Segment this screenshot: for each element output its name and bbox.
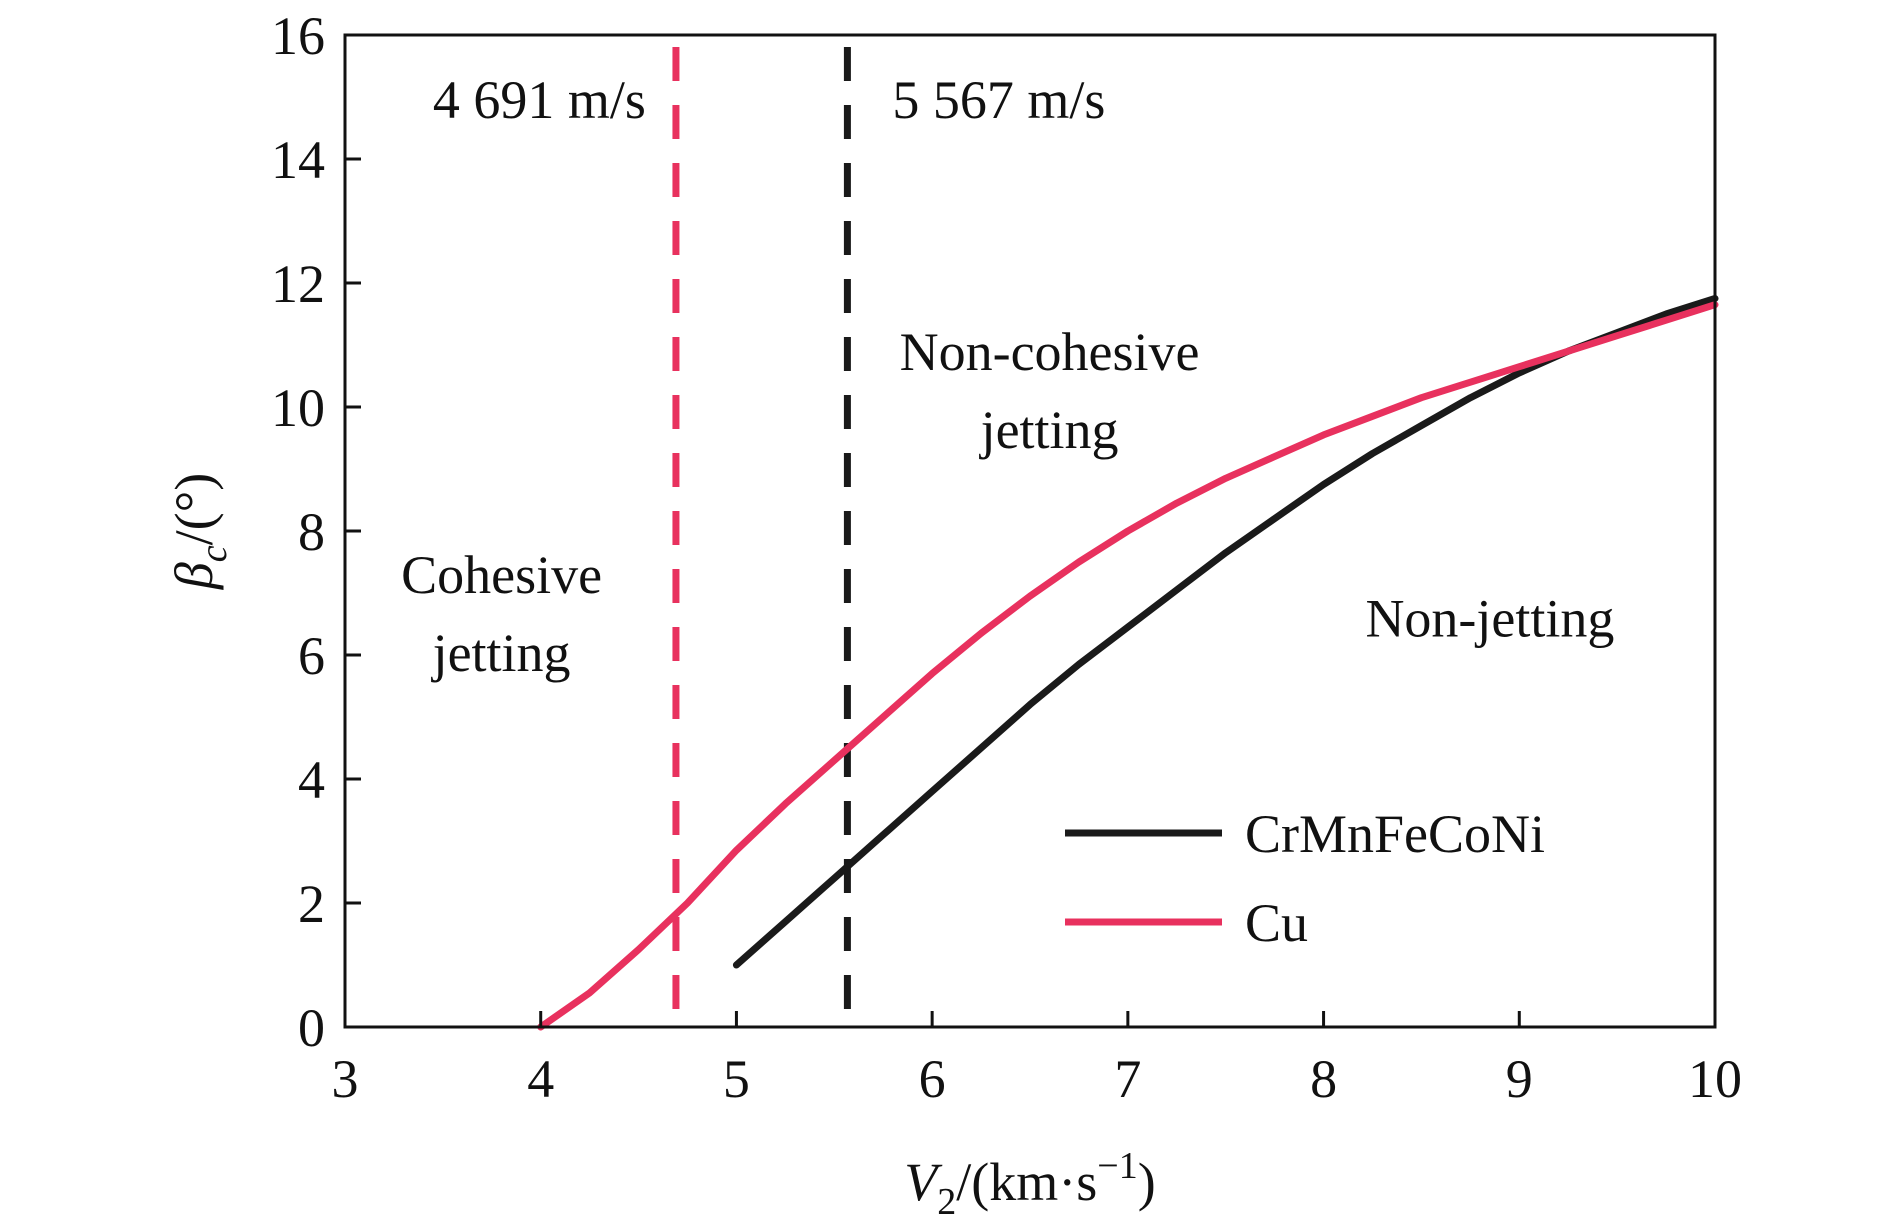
y-tick-label-2: 2 bbox=[298, 874, 325, 934]
annotation-noncohesive-line-2: jetting bbox=[979, 400, 1119, 460]
x-tick-label-7: 7 bbox=[1114, 1049, 1141, 1109]
x-tick-label-3: 3 bbox=[332, 1049, 359, 1109]
legend: CrMnFeCoNi Cu bbox=[1065, 804, 1545, 953]
x-tick-label-5: 5 bbox=[723, 1049, 750, 1109]
x-axis-label: V2/(km·s−1) bbox=[904, 1145, 1155, 1223]
y-tick-label-16: 16 bbox=[271, 6, 325, 66]
annotation-noncohesive: Non-cohesive jetting bbox=[900, 322, 1200, 460]
reference-label-2: 5 567 m/s bbox=[892, 70, 1105, 130]
plot-area: 4 691 m/s 5 567 m/sCohesivejettingNon-coh… bbox=[401, 47, 1719, 1031]
x-axis-label-var: V bbox=[904, 1152, 943, 1212]
x-tick-label-6: 6 bbox=[919, 1049, 946, 1109]
series-line-cu bbox=[537, 301, 1719, 1031]
y-tick-label-4: 4 bbox=[298, 750, 325, 810]
y-tick-label-10: 10 bbox=[271, 378, 325, 438]
plot-frame bbox=[343, 33, 1717, 1029]
annotation-cohesive-line-1: Cohesive bbox=[401, 545, 602, 605]
y-axis-label-var: β bbox=[164, 562, 224, 590]
y-tick-label-14: 14 bbox=[271, 130, 325, 190]
y-axis-label-sub: c bbox=[193, 545, 235, 562]
annotation-nonjetting: Non-jetting bbox=[1365, 588, 1614, 648]
y-tick-label-0: 0 bbox=[298, 998, 325, 1058]
x-axis-label-sub: 2 bbox=[937, 1181, 956, 1223]
legend-label-cu: Cu bbox=[1245, 893, 1308, 953]
y-axis-label-unit: /(°) bbox=[164, 473, 224, 546]
x-tick-label-8: 8 bbox=[1310, 1049, 1337, 1109]
x-tick-label-10: 10 bbox=[1688, 1049, 1742, 1109]
y-tick-label-8: 8 bbox=[298, 502, 325, 562]
annotation-cohesive: Cohesive jetting bbox=[401, 545, 602, 683]
x-axis-label-close: ) bbox=[1138, 1152, 1156, 1212]
x-axis-label-unit: /(km·s bbox=[956, 1152, 1097, 1212]
y-axis-label: βc/(°) bbox=[164, 473, 235, 590]
annotation-noncohesive-line-1: Non-cohesive bbox=[900, 322, 1200, 382]
annotation-nonjetting-line-1: Non-jetting bbox=[1365, 588, 1614, 648]
y-tick-label-6: 6 bbox=[298, 626, 325, 686]
reference-label-1: 4 691 m/s bbox=[433, 70, 646, 130]
x-axis-label-sup: −1 bbox=[1097, 1145, 1137, 1187]
legend-label-crmnfeconi: CrMnFeCoNi bbox=[1245, 804, 1545, 864]
y-tick-label-12: 12 bbox=[271, 254, 325, 314]
annotation-cohesive-line-2: jetting bbox=[431, 623, 571, 683]
x-tick-label-9: 9 bbox=[1506, 1049, 1533, 1109]
x-tick-label-4: 4 bbox=[527, 1049, 554, 1109]
